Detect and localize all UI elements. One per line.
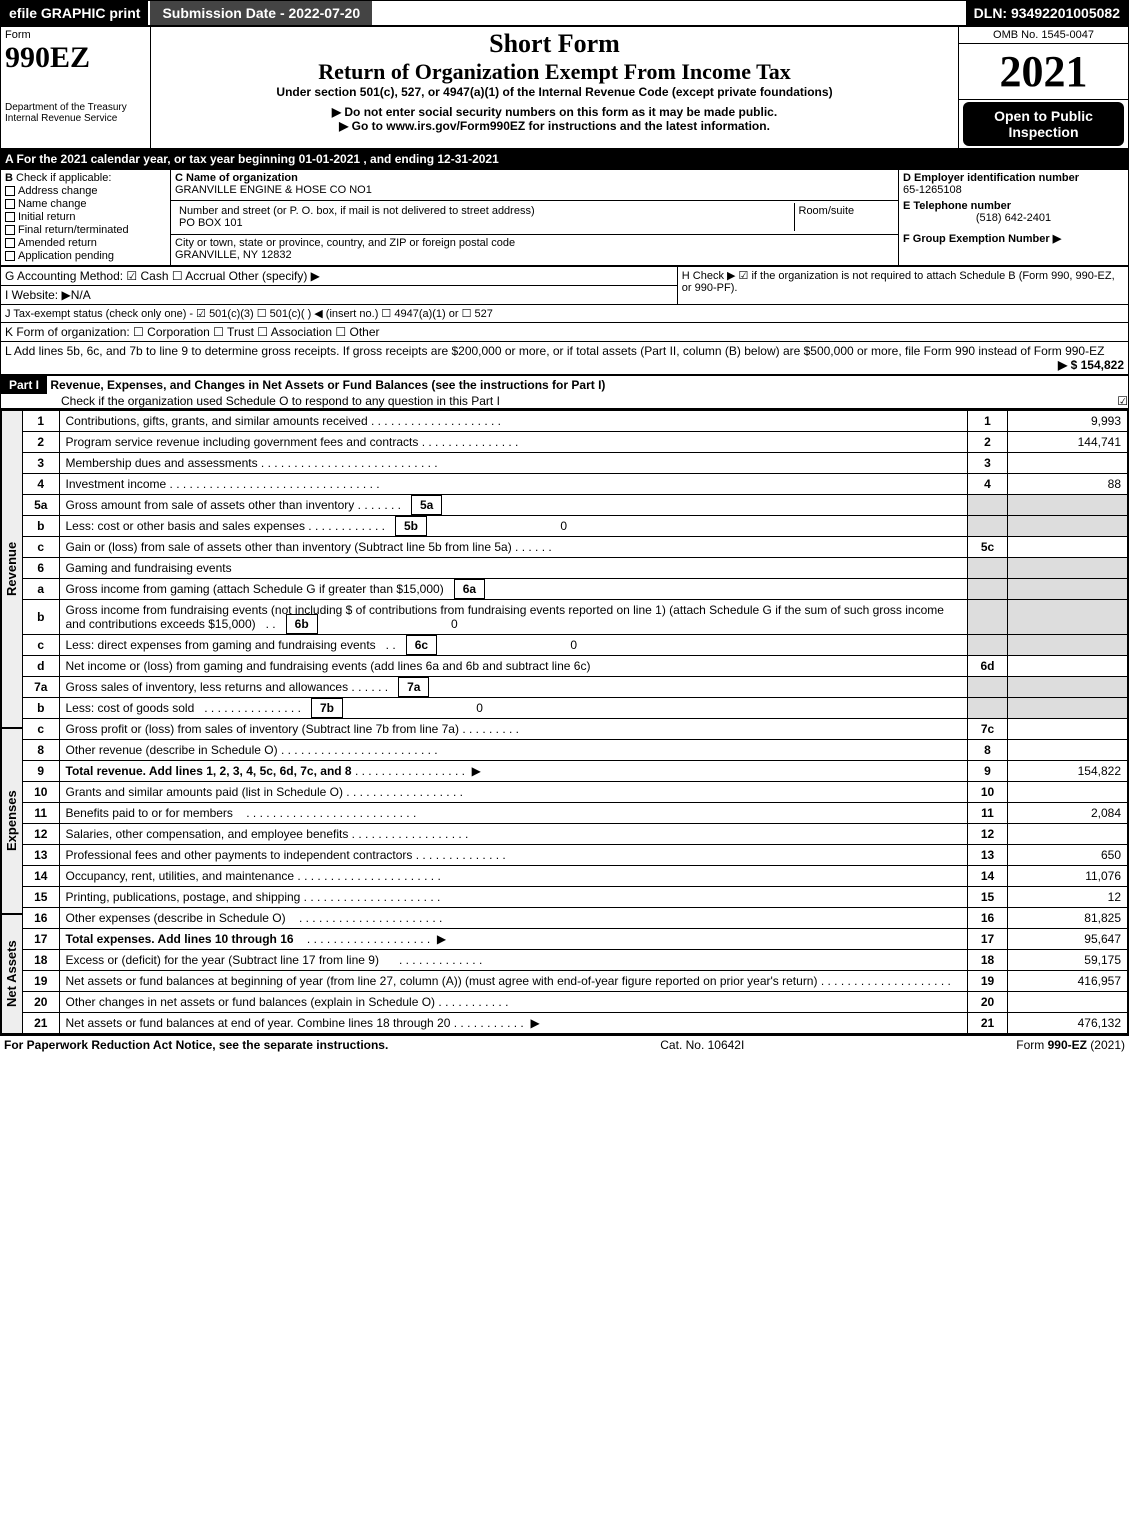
line-6d: dNet income or (loss) from gaming and fu… [23, 656, 1128, 677]
part-i-checkbox[interactable]: ☑ [1117, 394, 1128, 408]
line-16: 16Other expenses (describe in Schedule O… [23, 908, 1128, 929]
city-label: City or town, state or province, country… [175, 237, 515, 249]
line-5c: cGain or (loss) from sale of assets othe… [23, 537, 1128, 558]
chk-amended-return[interactable]: Amended return [18, 237, 97, 249]
line-1: 1Contributions, gifts, grants, and simil… [23, 411, 1128, 432]
line-18: 18Excess or (deficit) for the year (Subt… [23, 950, 1128, 971]
line-7a: 7aGross sales of inventory, less returns… [23, 677, 1128, 698]
form-word: Form [5, 29, 146, 41]
submission-date: Submission Date - 2022-07-20 [148, 1, 374, 25]
section-k: K Form of organization: ☐ Corporation ☐ … [1, 323, 1129, 342]
section-h: H Check ▶ ☑ if the organization is not r… [677, 267, 1128, 305]
revenue-side-label: Revenue [1, 410, 23, 728]
line-8: 8Other revenue (describe in Schedule O) … [23, 740, 1128, 761]
section-c-label: C Name of organization [175, 172, 298, 184]
form-number: 990EZ [5, 41, 146, 75]
under-section: Under section 501(c), 527, or 4947(a)(1)… [155, 85, 954, 99]
line-17: 17Total expenses. Add lines 10 through 1… [23, 929, 1128, 950]
section-d-label: D Employer identification number [903, 172, 1124, 184]
section-j: J Tax-exempt status (check only one) - ☑… [1, 305, 1129, 323]
line-10: 10Grants and similar amounts paid (list … [23, 782, 1128, 803]
line-6a: aGross income from gaming (attach Schedu… [23, 579, 1128, 600]
expenses-side-label: Expenses [1, 728, 23, 914]
ein-value: 65-1265108 [903, 184, 1124, 196]
footer-right: Form 990-EZ (2021) [1016, 1038, 1125, 1052]
section-a: A For the 2021 calendar year, or tax yea… [1, 150, 1129, 169]
goto-link[interactable]: ▶ Go to www.irs.gov/Form990EZ for instru… [155, 119, 954, 133]
line-6: 6Gaming and fundraising events [23, 558, 1128, 579]
dept-label: Department of the Treasury [5, 102, 146, 113]
city-value: GRANVILLE, NY 12832 [175, 249, 292, 261]
part-i-label: Part I [1, 376, 47, 394]
line-11: 11Benefits paid to or for members . . . … [23, 803, 1128, 824]
page-footer: For Paperwork Reduction Act Notice, see … [0, 1035, 1129, 1054]
street-value: PO BOX 101 [179, 217, 243, 229]
section-i: I Website: ▶N/A [1, 286, 678, 305]
section-l-text: L Add lines 5b, 6c, and 7b to line 9 to … [5, 344, 1104, 358]
line-7b: bLess: cost of goods sold . . . . . . . … [23, 698, 1128, 719]
line-19: 19Net assets or fund balances at beginni… [23, 971, 1128, 992]
section-l-amount: ▶ $ 154,822 [1058, 358, 1124, 372]
chk-address-change[interactable]: Address change [18, 185, 98, 197]
footer-left: For Paperwork Reduction Act Notice, see … [4, 1038, 388, 1052]
line-6b: bGross income from fundraising events (n… [23, 600, 1128, 635]
line-15: 15Printing, publications, postage, and s… [23, 887, 1128, 908]
line-12: 12Salaries, other compensation, and empl… [23, 824, 1128, 845]
footer-mid: Cat. No. 10642I [660, 1038, 744, 1052]
line-2: 2Program service revenue including gover… [23, 432, 1128, 453]
chk-initial-return[interactable]: Initial return [18, 211, 75, 223]
netassets-side-label: Net Assets [1, 914, 23, 1034]
line-9: 9Total revenue. Add lines 1, 2, 3, 4, 5c… [23, 761, 1128, 782]
line-5b: bLess: cost or other basis and sales exp… [23, 516, 1128, 537]
section-e-label: E Telephone number [903, 200, 1124, 212]
omb-number: OMB No. 1545-0047 [959, 27, 1129, 44]
irs-label: Internal Revenue Service [5, 113, 146, 124]
chk-name-change[interactable]: Name change [18, 198, 87, 210]
line-5a: 5aGross amount from sale of assets other… [23, 495, 1128, 516]
efile-label[interactable]: efile GRAPHIC print [1, 1, 148, 25]
line-7c: cGross profit or (loss) from sales of in… [23, 719, 1128, 740]
org-name: GRANVILLE ENGINE & HOSE CO NO1 [175, 184, 372, 196]
line-6c: cLess: direct expenses from gaming and f… [23, 635, 1128, 656]
check-if-applicable: Check if applicable: [16, 172, 111, 184]
ssn-note: ▶ Do not enter social security numbers o… [155, 105, 954, 119]
dln-label: DLN: 93492201005082 [966, 1, 1128, 25]
part-i-check: Check if the organization used Schedule … [61, 394, 500, 408]
part-i-body: Revenue Expenses Net Assets 1Contributio… [0, 409, 1129, 1035]
line-20: 20Other changes in net assets or fund ba… [23, 992, 1128, 1013]
line-3: 3Membership dues and assessments . . . .… [23, 453, 1128, 474]
chk-final-return[interactable]: Final return/terminated [18, 224, 129, 236]
org-info-block: B Check if applicable: Address change Na… [0, 169, 1129, 266]
section-f-label: F Group Exemption Number ▶ [903, 232, 1124, 245]
tax-year: 2021 [959, 44, 1129, 100]
short-form-title: Short Form [155, 29, 954, 59]
section-g: G Accounting Method: ☑ Cash ☐ Accrual Ot… [1, 267, 678, 286]
room-suite-label: Room/suite [794, 203, 894, 231]
section-b-label: B [5, 172, 13, 184]
top-bar: efile GRAPHIC print Submission Date - 20… [0, 0, 1129, 26]
phone-value: (518) 642-2401 [903, 212, 1124, 224]
return-title: Return of Organization Exempt From Incom… [155, 59, 954, 85]
line-4: 4Investment income . . . . . . . . . . .… [23, 474, 1128, 495]
header-block: Form 990EZ Short Form Return of Organiza… [0, 26, 1129, 149]
line-21: 21Net assets or fund balances at end of … [23, 1013, 1128, 1034]
line-14: 14Occupancy, rent, utilities, and mainte… [23, 866, 1128, 887]
chk-application-pending[interactable]: Application pending [18, 250, 114, 262]
line-13: 13Professional fees and other payments t… [23, 845, 1128, 866]
open-to-public: Open to Public Inspection [963, 102, 1124, 146]
part-i-title: Revenue, Expenses, and Changes in Net As… [50, 378, 605, 392]
street-label: Number and street (or P. O. box, if mail… [179, 205, 535, 217]
